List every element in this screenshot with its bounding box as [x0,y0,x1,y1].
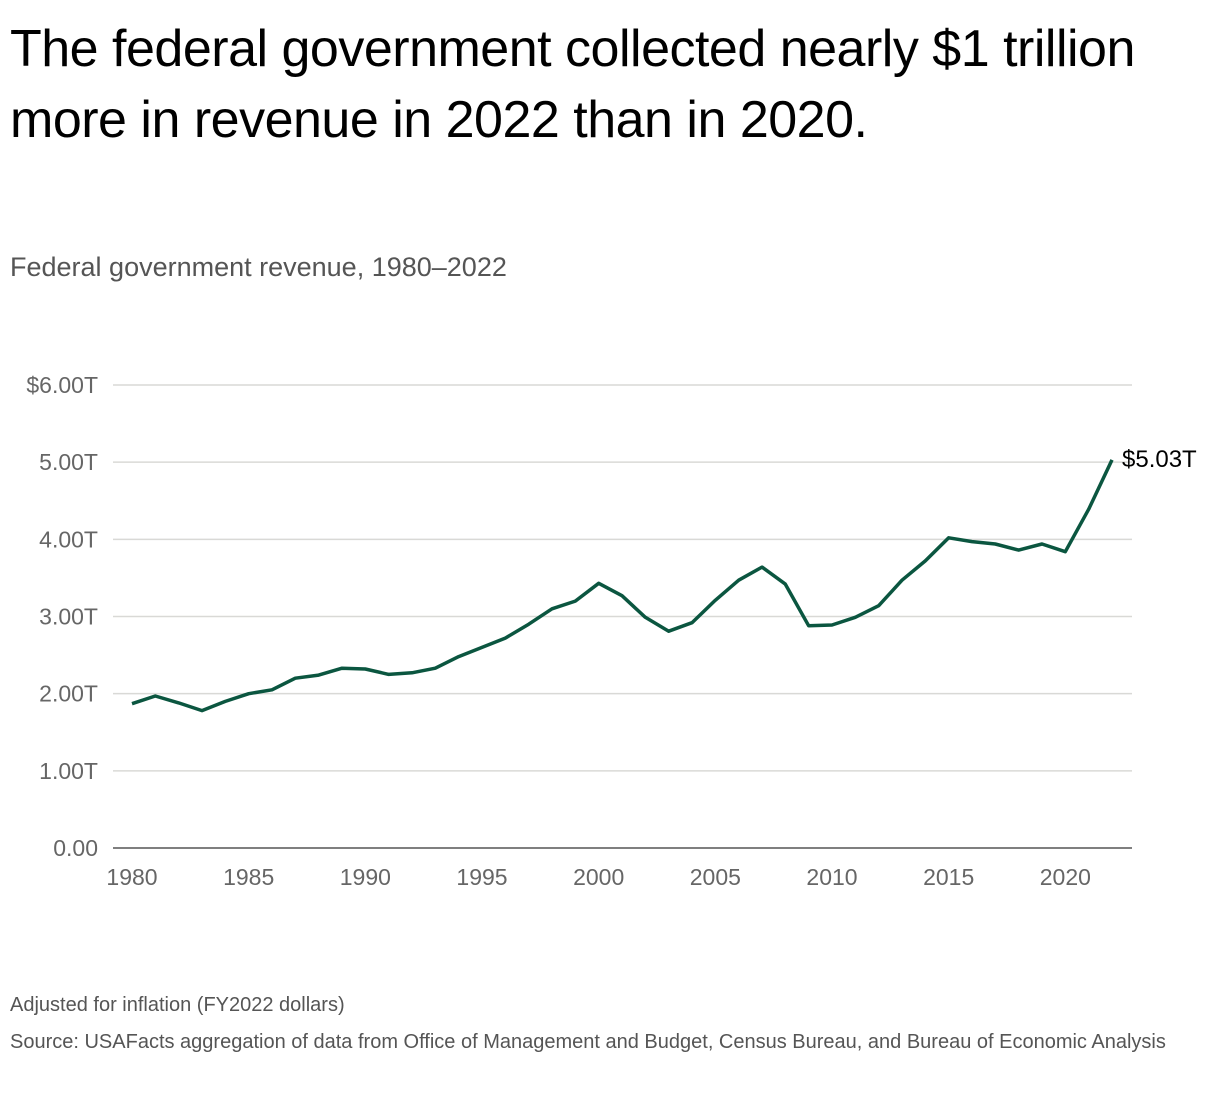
end-value-label: $5.03T [1122,446,1197,473]
revenue-line [131,459,1114,713]
source-note: Source: USAFacts aggregation of data fro… [10,1031,1166,1053]
chart-subtitle: Federal government revenue, 1980–2022 [10,252,507,282]
line-chart: 0.00 1.00T 2.00T 3.00T 4.00T 5.00T $6.00T 1980 1… [26,372,1197,890]
y-tick-label: 5.00T [39,449,98,475]
x-tick-label: 1990 [340,864,391,890]
x-tick-label: 2000 [573,864,624,890]
x-tick-label: 1980 [106,864,157,890]
x-tick-label: 2020 [1040,864,1091,890]
x-tick-label: 1985 [223,864,274,890]
chart-title: The federal government collected nearly … [10,20,1135,149]
y-tick-label: $6.00T [26,372,98,398]
y-tick-label: 4.00T [39,526,98,552]
x-tick-label: 2005 [690,864,741,890]
x-tick-label: 2015 [923,864,974,890]
inflation-note: Adjusted for inflation (FY2022 dollars) [10,994,345,1016]
x-tick-label: 1995 [456,864,507,890]
y-tick-label: 2.00T [39,681,98,707]
y-tick-label: 3.00T [39,604,98,630]
x-tick-label: 2010 [806,864,857,890]
y-tick-label: 0.00 [53,835,98,861]
y-tick-label: 1.00T [39,758,98,784]
